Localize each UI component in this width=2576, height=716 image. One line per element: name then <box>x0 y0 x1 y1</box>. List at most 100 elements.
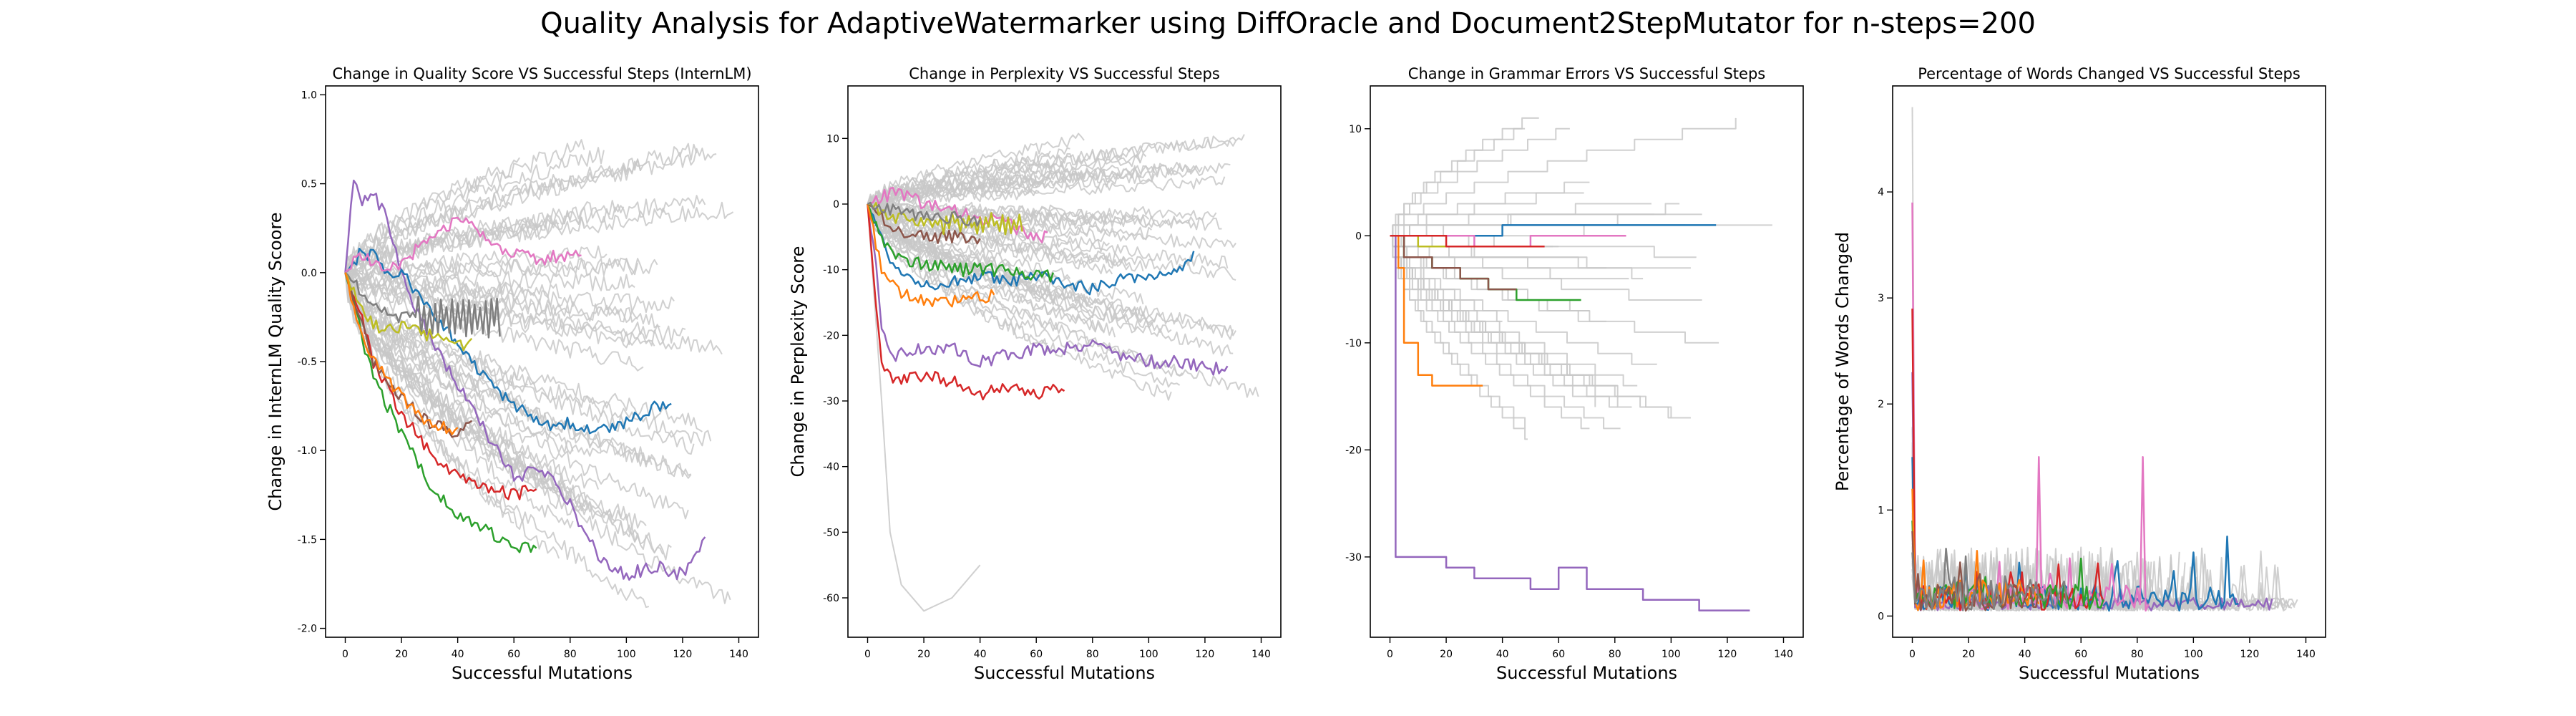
background-trace <box>867 203 981 612</box>
y-tick-label: -2.0 <box>298 624 317 635</box>
y-tick-label: 1.0 <box>301 90 317 101</box>
series-line-8 <box>867 202 1023 236</box>
x-tick-label: 40 <box>1496 649 1509 660</box>
background-trace <box>1390 117 1737 237</box>
background-trace <box>1390 224 1685 237</box>
y-tick-label: -10 <box>1345 338 1362 349</box>
x-tick-label: 120 <box>1718 649 1737 660</box>
x-tick-label: 0 <box>342 649 348 660</box>
background-trace <box>867 203 1229 269</box>
series-line-5 <box>867 203 1054 283</box>
background-trace <box>344 272 712 447</box>
y-tick-label: -10 <box>823 265 839 276</box>
plot-area <box>1911 107 2298 612</box>
background-trace <box>344 272 638 536</box>
y-tick-label: -0.5 <box>298 357 317 368</box>
series-line-1 <box>867 203 1229 376</box>
x-tick-label: 40 <box>2019 649 2031 660</box>
chart-title: Change in Grammar Errors VS Successful S… <box>1408 65 1765 82</box>
background-trace <box>1390 181 1590 237</box>
x-tick-label: 0 <box>1387 649 1393 660</box>
series-line-6 <box>1390 235 1517 291</box>
x-axis-label: Successful Mutations <box>452 663 633 683</box>
y-axis-label: Percentage of Words Changed <box>1833 232 1853 491</box>
series-line-4 <box>867 203 1065 401</box>
x-tick-label: 60 <box>1030 649 1043 660</box>
x-tick-label: 60 <box>1552 649 1565 660</box>
background-trace <box>867 203 1111 253</box>
y-tick-label: 3 <box>1878 293 1884 304</box>
background-trace <box>867 132 1085 205</box>
y-tick-label: 0.5 <box>301 179 317 190</box>
x-tick-label: 0 <box>864 649 871 660</box>
series-line-3 <box>1911 202 2150 612</box>
background-trace <box>1390 235 1596 407</box>
series-line-1 <box>1390 235 1750 611</box>
x-tick-label: 140 <box>1252 649 1271 660</box>
chart-panel-3: 0 20 40 60 80 100 120 140 -30 -20 -10 0 10 Change in … <box>1345 65 1804 683</box>
background-trace <box>344 272 647 529</box>
x-tick-label: 140 <box>2296 649 2316 660</box>
x-tick-label: 20 <box>917 649 930 660</box>
background-trace <box>867 179 1054 205</box>
y-tick-label: -30 <box>1345 552 1362 563</box>
background-trace <box>344 272 528 393</box>
y-tick-label: 1 <box>1878 505 1884 516</box>
background-trace <box>345 271 723 355</box>
x-tick-label: 80 <box>1086 649 1099 660</box>
y-tick-label: -40 <box>823 462 839 473</box>
y-tick-label: -60 <box>823 593 839 604</box>
plot-area <box>867 132 1259 612</box>
axes-frame <box>1892 85 2326 638</box>
series-line-2 <box>1390 224 1717 237</box>
background-trace <box>1390 127 1570 237</box>
series-line-2 <box>867 203 1195 296</box>
background-trace <box>867 203 1051 296</box>
x-axis-label: Successful Mutations <box>2019 663 2200 683</box>
series-line-9 <box>344 272 459 435</box>
background-trace <box>1390 203 1652 237</box>
y-tick-label: 0.0 <box>301 268 317 279</box>
x-tick-label: 80 <box>564 649 577 660</box>
background-trace <box>1390 224 1573 237</box>
background-trace <box>1390 235 1691 419</box>
axes-frame <box>1370 85 1804 638</box>
y-tick-label: -20 <box>823 330 839 342</box>
background-trace <box>1390 235 1606 269</box>
background-trace <box>1390 235 1657 365</box>
y-tick-label: -30 <box>823 396 839 407</box>
figure-suptitle: Quality Analysis for AdaptiveWatermarker… <box>540 7 2036 40</box>
background-trace <box>344 245 608 278</box>
plot-area <box>344 139 734 609</box>
x-tick-label: 100 <box>1139 649 1158 660</box>
background-trace <box>344 219 560 274</box>
x-tick-label: 20 <box>1962 649 1975 660</box>
background-trace <box>344 272 526 405</box>
series-line-3 <box>344 216 582 274</box>
x-axis-label: Successful Mutations <box>1496 663 1677 683</box>
chart-panel-2: 0 20 40 60 80 100 120 140 -60 -50 -40 -30 -20 -10 0 10 C… <box>788 65 1282 683</box>
x-tick-label: 60 <box>507 649 520 660</box>
background-trace <box>1390 235 1553 248</box>
x-axis-label: Successful Mutations <box>974 663 1155 683</box>
series-line-3 <box>867 186 1048 243</box>
x-tick-label: 40 <box>452 649 464 660</box>
background-trace <box>1390 235 1672 419</box>
background-trace <box>345 266 562 299</box>
series-line-7 <box>1390 235 1517 248</box>
x-tick-label: 80 <box>2131 649 2144 660</box>
background-trace <box>345 271 686 344</box>
x-tick-label: 100 <box>1662 649 1681 660</box>
series-line-4 <box>1390 235 1483 387</box>
chart-title: Change in Quality Score VS Successful St… <box>332 65 751 82</box>
x-tick-label: 120 <box>2240 649 2260 660</box>
background-trace <box>867 203 1172 334</box>
background-trace <box>867 150 1051 205</box>
chart-title: Percentage of Words Changed VS Successfu… <box>1918 65 2301 82</box>
y-tick-label: 2 <box>1878 399 1884 410</box>
series-line-8 <box>1390 235 1545 248</box>
y-tick-label: 10 <box>826 133 839 145</box>
background-trace <box>867 203 1144 272</box>
x-tick-label: 40 <box>974 649 987 660</box>
